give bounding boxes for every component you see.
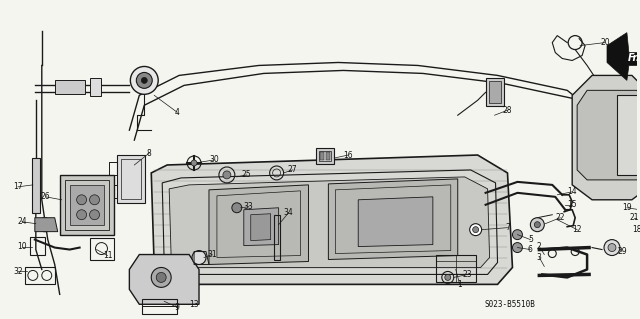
Bar	[32, 158, 40, 213]
Text: 29: 29	[617, 247, 627, 256]
Text: 21: 21	[629, 213, 639, 222]
Text: 1: 1	[458, 280, 462, 289]
Bar	[142, 299, 177, 314]
Bar	[488, 81, 500, 103]
Circle shape	[192, 250, 206, 264]
Text: 7: 7	[505, 223, 510, 232]
Text: 17: 17	[13, 182, 23, 191]
Circle shape	[608, 244, 616, 252]
Circle shape	[131, 66, 158, 94]
Polygon shape	[129, 255, 199, 304]
Text: 23: 23	[463, 270, 472, 279]
Circle shape	[473, 227, 479, 233]
Text: 16: 16	[344, 151, 353, 160]
Text: 4: 4	[175, 108, 180, 117]
Text: 8: 8	[147, 149, 152, 158]
Polygon shape	[169, 177, 490, 267]
Text: 28: 28	[503, 106, 512, 115]
Circle shape	[90, 210, 99, 220]
Circle shape	[90, 195, 99, 205]
Text: 18: 18	[632, 225, 640, 234]
Text: 6: 6	[528, 245, 533, 254]
Polygon shape	[151, 155, 513, 284]
Text: 11: 11	[102, 251, 112, 260]
Text: S023-B5510B: S023-B5510B	[484, 300, 535, 309]
Text: 9: 9	[175, 303, 180, 312]
Text: 24: 24	[17, 217, 27, 226]
Bar	[117, 155, 145, 203]
Polygon shape	[607, 33, 640, 80]
Circle shape	[534, 222, 540, 228]
Text: 20: 20	[600, 38, 610, 47]
Text: 22: 22	[556, 213, 565, 222]
Circle shape	[77, 210, 86, 220]
Bar	[321, 152, 324, 160]
Circle shape	[156, 272, 166, 282]
Polygon shape	[577, 90, 640, 180]
Text: 14: 14	[567, 187, 577, 196]
Circle shape	[470, 224, 482, 236]
Bar	[617, 95, 640, 175]
Text: 19: 19	[622, 203, 632, 212]
Circle shape	[445, 274, 451, 280]
Polygon shape	[35, 218, 58, 232]
Text: 13: 13	[189, 300, 199, 309]
Text: 32: 32	[13, 267, 23, 276]
Bar	[436, 255, 476, 282]
Text: 15: 15	[567, 200, 577, 209]
Circle shape	[38, 218, 52, 232]
Text: 27: 27	[288, 166, 298, 174]
Text: 33: 33	[244, 202, 253, 211]
Bar	[486, 78, 504, 106]
Circle shape	[232, 203, 242, 213]
Circle shape	[151, 267, 171, 287]
Circle shape	[604, 240, 620, 256]
Circle shape	[223, 171, 231, 179]
Text: 3: 3	[537, 253, 542, 262]
Polygon shape	[60, 175, 115, 235]
Bar	[122, 159, 141, 199]
Circle shape	[77, 195, 86, 205]
Bar	[274, 215, 280, 259]
Bar	[90, 78, 102, 96]
Text: 2: 2	[537, 242, 541, 251]
Text: 31: 31	[207, 250, 217, 259]
Polygon shape	[572, 75, 640, 200]
Bar	[326, 152, 330, 160]
Text: 30: 30	[209, 155, 219, 165]
Circle shape	[191, 160, 197, 166]
Bar	[316, 148, 334, 164]
Polygon shape	[209, 185, 308, 264]
Text: 12: 12	[572, 225, 582, 234]
Text: 5: 5	[528, 235, 533, 244]
Polygon shape	[244, 208, 278, 246]
Bar	[319, 151, 332, 161]
Text: 34: 34	[284, 208, 294, 217]
Bar	[55, 80, 84, 94]
Text: 25: 25	[242, 170, 252, 179]
Polygon shape	[70, 185, 104, 225]
Text: 10: 10	[17, 242, 27, 251]
Text: Fr.: Fr.	[628, 54, 640, 63]
Circle shape	[531, 218, 544, 232]
Text: 26: 26	[41, 192, 51, 201]
Polygon shape	[328, 179, 458, 259]
Circle shape	[136, 72, 152, 88]
Polygon shape	[358, 197, 433, 247]
Circle shape	[513, 242, 522, 253]
Polygon shape	[251, 214, 271, 241]
Circle shape	[141, 78, 147, 83]
Circle shape	[513, 230, 522, 240]
